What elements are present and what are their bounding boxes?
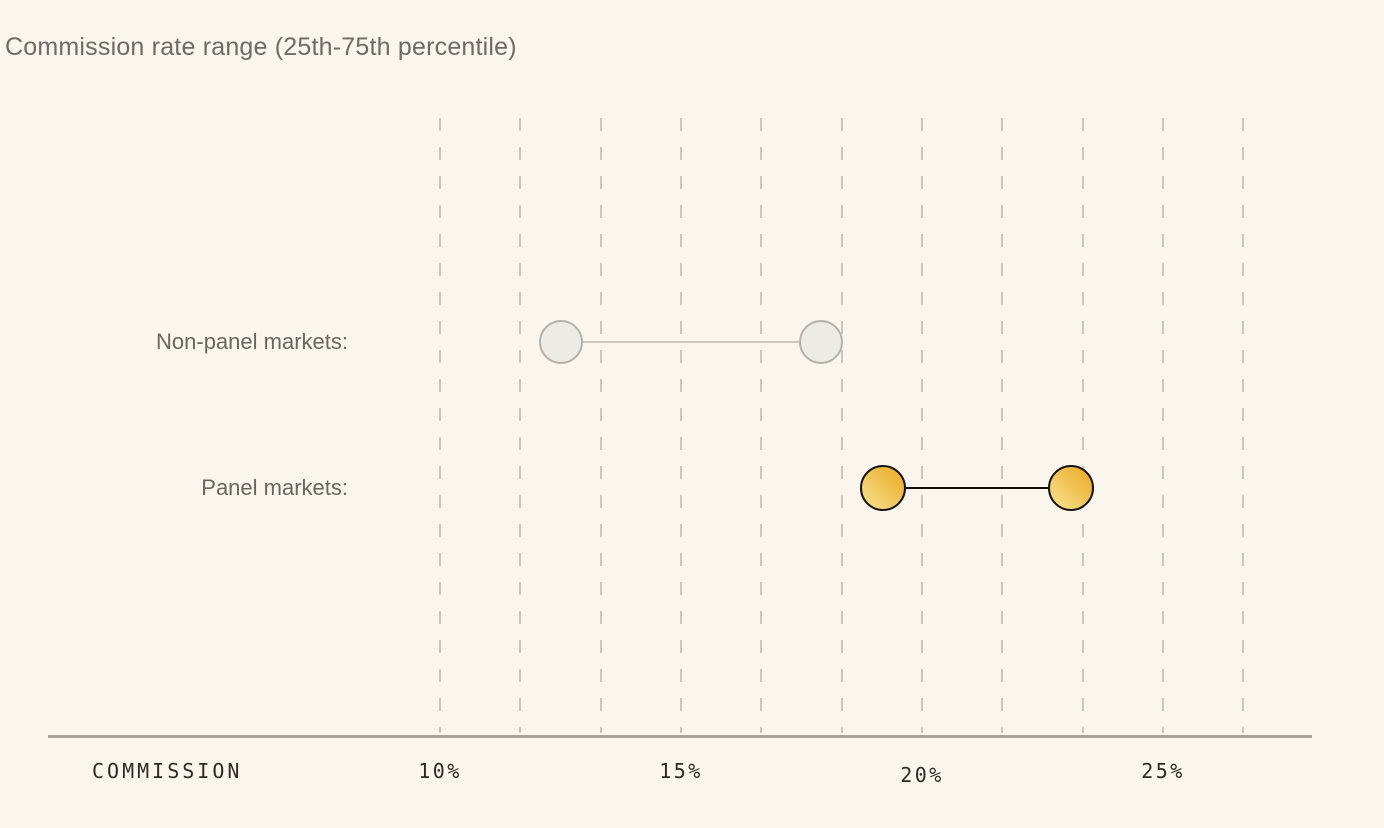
dumbbell-line bbox=[560, 341, 821, 343]
gridline bbox=[1001, 118, 1004, 733]
gridline bbox=[599, 118, 602, 733]
x-tick-label: 25% bbox=[1141, 759, 1185, 783]
x-tick-label: 20% bbox=[900, 763, 944, 787]
dumbbell-dot-p75 bbox=[1048, 465, 1095, 511]
row-label: Panel markets: bbox=[201, 475, 348, 500]
gridline bbox=[921, 118, 924, 733]
gridline bbox=[519, 118, 522, 733]
gridline bbox=[1081, 118, 1084, 733]
gridline bbox=[1162, 118, 1165, 733]
chart-title: Commission rate range (25th-75th percent… bbox=[5, 33, 517, 61]
dumbbell-dot-p25 bbox=[538, 320, 583, 364]
gridline bbox=[680, 118, 683, 733]
gridline bbox=[840, 118, 843, 733]
row-label: Non-panel markets: bbox=[156, 329, 348, 354]
gridline bbox=[439, 118, 441, 733]
dumbbell-dot-p25 bbox=[860, 465, 907, 511]
x-axis-line bbox=[48, 735, 1312, 738]
x-tick-label: 10% bbox=[418, 759, 462, 783]
gridline bbox=[1242, 118, 1245, 733]
x-tick-label: 15% bbox=[659, 759, 703, 783]
gridline bbox=[760, 118, 763, 733]
x-axis-caption: COMMISSION bbox=[92, 759, 243, 783]
dumbbell-line bbox=[883, 487, 1072, 489]
dumbbell-dot-p75 bbox=[798, 320, 843, 364]
